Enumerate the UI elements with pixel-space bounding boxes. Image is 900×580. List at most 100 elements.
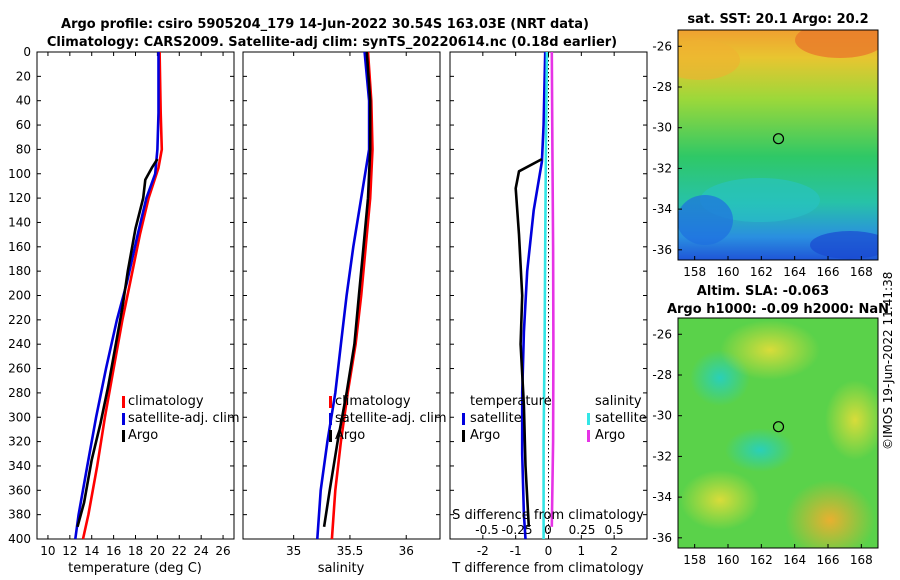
map-y-tick-label: -36 — [652, 531, 672, 545]
sla-high-patch — [825, 380, 878, 460]
map-x-tick-label: 168 — [850, 265, 873, 279]
map-x-tick-label: 164 — [783, 265, 806, 279]
top-x-tick-label: -0.25 — [501, 523, 532, 537]
sst-cool-patch — [810, 231, 878, 259]
legend-swatch-climatology — [329, 396, 332, 408]
y-tick-label: 100 — [8, 167, 31, 181]
legend-swatch-satellite — [329, 413, 332, 425]
y-tick-label: 120 — [8, 191, 31, 205]
series-line-temperature-argo — [514, 157, 543, 527]
y-tick-label: 340 — [8, 459, 31, 473]
map-y-tick-label: -26 — [652, 327, 672, 341]
map-y-tick-label: -34 — [652, 202, 672, 216]
x-tick-label: 12 — [62, 544, 77, 558]
top-x-tick-label: 0 — [544, 523, 552, 537]
map-x-tick-label: 160 — [717, 265, 740, 279]
y-tick-label: 260 — [8, 362, 31, 376]
x-tick-label: 18 — [128, 544, 143, 558]
y-tick-label: 60 — [16, 118, 31, 132]
sla-high-patch — [785, 480, 875, 548]
difference-series — [514, 51, 555, 540]
x-tick-label: 26 — [215, 544, 230, 558]
y-tick-label: 380 — [8, 508, 31, 522]
legend-swatch-satellite — [122, 413, 125, 425]
temperature-xlabel: temperature (deg C) — [68, 561, 202, 576]
sla-map-title-1: Altim. SLA: -0.063 — [697, 284, 829, 299]
map-y-tick-label: -34 — [652, 490, 672, 504]
x-tick-label: 22 — [172, 544, 187, 558]
sst-map-field — [678, 30, 878, 260]
y-tick-label: 240 — [8, 337, 31, 351]
y-tick-label: 280 — [8, 386, 31, 400]
map-y-tick-label: -32 — [652, 449, 672, 463]
y-tick-label: 80 — [16, 142, 31, 156]
legend-label-satellite: satellite-adj. clim — [128, 411, 240, 426]
y-tick-label: 220 — [8, 313, 31, 327]
series-line-temperature-satellite — [520, 51, 547, 540]
difference-legend-temperature: temperature satellite Argo — [462, 394, 552, 443]
y-tick-label: 300 — [8, 410, 31, 424]
map-x-tick-label: 164 — [783, 553, 806, 567]
legend-heading-temperature: temperature — [470, 394, 552, 409]
title-line-1: Argo profile: csiro 5905204_179 14-Jun-2… — [61, 17, 589, 32]
legend-label-climatology: climatology — [335, 394, 411, 409]
x-tick-label: 24 — [194, 544, 209, 558]
y-tick-label: 360 — [8, 483, 31, 497]
sst-map-panel: sat. SST: 20.1 Argo: 20.2 158 160 162 164 16… — [652, 12, 879, 279]
imos-timestamp: ©IMOS 19-Jun-2022 11:41:38 — [881, 272, 895, 450]
legend-label-temp-argo: Argo — [470, 428, 500, 443]
y-tick-label: 200 — [8, 289, 31, 303]
map-x-tick-label: 162 — [750, 553, 773, 567]
map-y-tick-label: -28 — [652, 368, 672, 382]
sst-map-title: sat. SST: 20.1 Argo: 20.2 — [687, 12, 868, 27]
salinity-axes-frame — [242, 51, 441, 540]
x-tick-label: -2 — [477, 544, 489, 558]
sst-warm-patch — [678, 40, 740, 80]
map-x-tick-label: 166 — [817, 265, 840, 279]
salinity-legend: climatology satellite-adj. clim Argo — [329, 394, 447, 443]
y-tick-label: 400 — [8, 532, 31, 546]
top-x-tick-label: 0.5 — [604, 523, 623, 537]
y-tick-label: 180 — [8, 264, 31, 278]
legend-label-argo: Argo — [335, 428, 365, 443]
sla-map-ticks: 158 160 162 164 166 168 -26 -28 -30 -32 -34 -36 — [652, 327, 872, 567]
x-tick-label: -1 — [510, 544, 522, 558]
x-tick-label: 36 — [399, 544, 414, 558]
series-line-salinity-satellite — [542, 51, 549, 539]
legend-heading-salinity: salinity — [595, 394, 642, 409]
difference-xlabel: T difference from climatology — [451, 561, 644, 576]
x-tick-label: 2 — [610, 544, 618, 558]
argo-position-marker — [772, 133, 785, 145]
legend-label-temp-satellite: satellite — [470, 411, 522, 426]
legend-label-climatology: climatology — [128, 394, 204, 409]
legend-label-sal-argo: Argo — [595, 428, 625, 443]
x-tick-label: 20 — [150, 544, 165, 558]
sst-cool-patch — [678, 195, 733, 245]
x-tick-label: 16 — [106, 544, 121, 558]
sla-map-title-2: Argo h1000: -0.09 h2000: NaN — [667, 302, 889, 317]
argo-position-marker — [772, 421, 785, 433]
legend-swatch-sal-argo — [587, 430, 590, 442]
x-tick-label: 14 — [84, 544, 99, 558]
map-y-tick-label: -36 — [652, 243, 672, 257]
temperature-axes-frame — [36, 51, 235, 540]
y-tick-label: 140 — [8, 215, 31, 229]
temperature-y-ticks: 0 20 40 60 80 100 120 140 160 180 200 220 240 260 280 3… — [8, 45, 234, 546]
top-x-tick-label: -0.5 — [475, 523, 498, 537]
top-x-tick-label: 0.25 — [569, 523, 596, 537]
difference-y-ticks — [450, 51, 647, 540]
legend-swatch-argo — [122, 430, 125, 442]
series-line-climatology — [81, 51, 164, 540]
x-tick-label: 35.5 — [337, 544, 364, 558]
series-line-argo — [322, 51, 372, 527]
map-x-tick-label: 160 — [717, 553, 740, 567]
map-x-tick-label: 166 — [817, 553, 840, 567]
salinity-series — [316, 51, 374, 540]
map-x-tick-label: 162 — [750, 265, 773, 279]
title-line-2: Climatology: CARS2009. Satellite-adj cli… — [47, 35, 617, 50]
salinity-xlabel: salinity — [318, 561, 365, 576]
temperature-series — [74, 51, 164, 540]
sla-high-patch — [720, 320, 820, 380]
salinity-panel: 35 35.5 36 salinity climatology satellite-… — [242, 51, 447, 576]
difference-top-xlabel: S difference from climatology — [452, 508, 644, 523]
